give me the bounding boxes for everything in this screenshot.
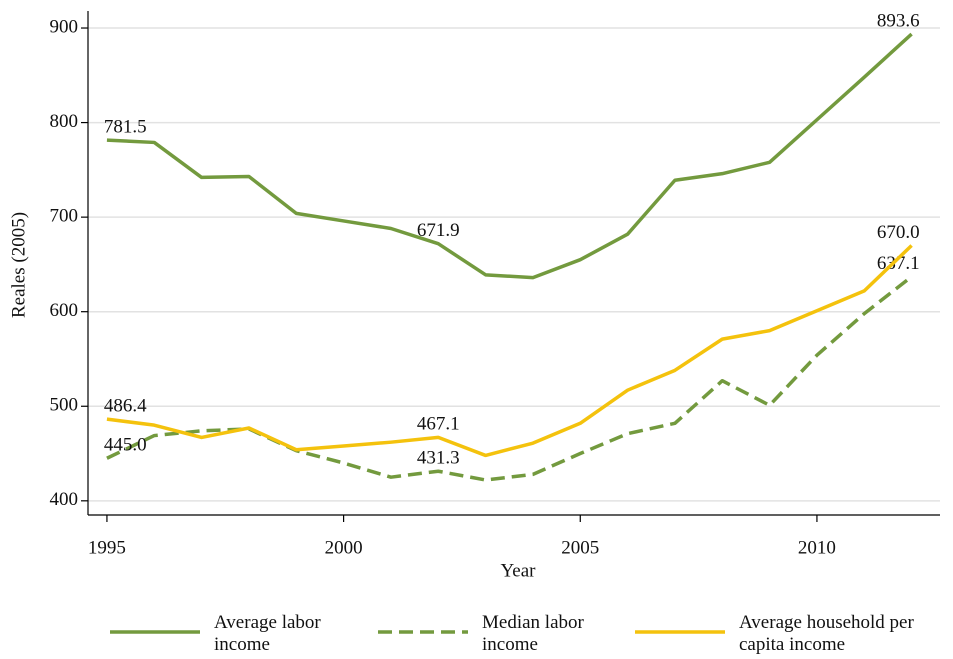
x-tick-label: 2005 xyxy=(561,537,599,558)
series-line xyxy=(106,32,913,280)
x-tick-label: 2010 xyxy=(798,537,836,558)
series-line xyxy=(106,244,913,458)
x-tick-label: 2000 xyxy=(325,537,363,558)
legend-label: Median labor income xyxy=(482,612,584,655)
x-tick-label: 1995 xyxy=(88,537,126,558)
x-axis-label: Year xyxy=(500,560,536,581)
y-axis-label: Reales (2005) xyxy=(8,212,29,318)
data-label: 431.3 xyxy=(417,448,460,469)
data-label: 781.5 xyxy=(104,116,147,137)
y-tick-label: 900 xyxy=(50,16,79,37)
legend-label: Average labor income xyxy=(214,612,321,655)
data-label: 445.0 xyxy=(104,435,147,456)
y-tick-label: 600 xyxy=(50,300,79,321)
data-label: 670.0 xyxy=(877,222,920,243)
y-tick-label: 400 xyxy=(50,489,79,510)
y-tick-label: 700 xyxy=(50,205,79,226)
data-label: 671.9 xyxy=(417,220,460,241)
data-label: 893.6 xyxy=(877,10,920,31)
y-tick-label: 800 xyxy=(50,111,79,132)
legend-label: Average household per capita income xyxy=(739,612,914,655)
data-label: 486.4 xyxy=(104,395,147,416)
data-label: 467.1 xyxy=(417,414,460,435)
y-tick-label: 500 xyxy=(50,395,79,416)
